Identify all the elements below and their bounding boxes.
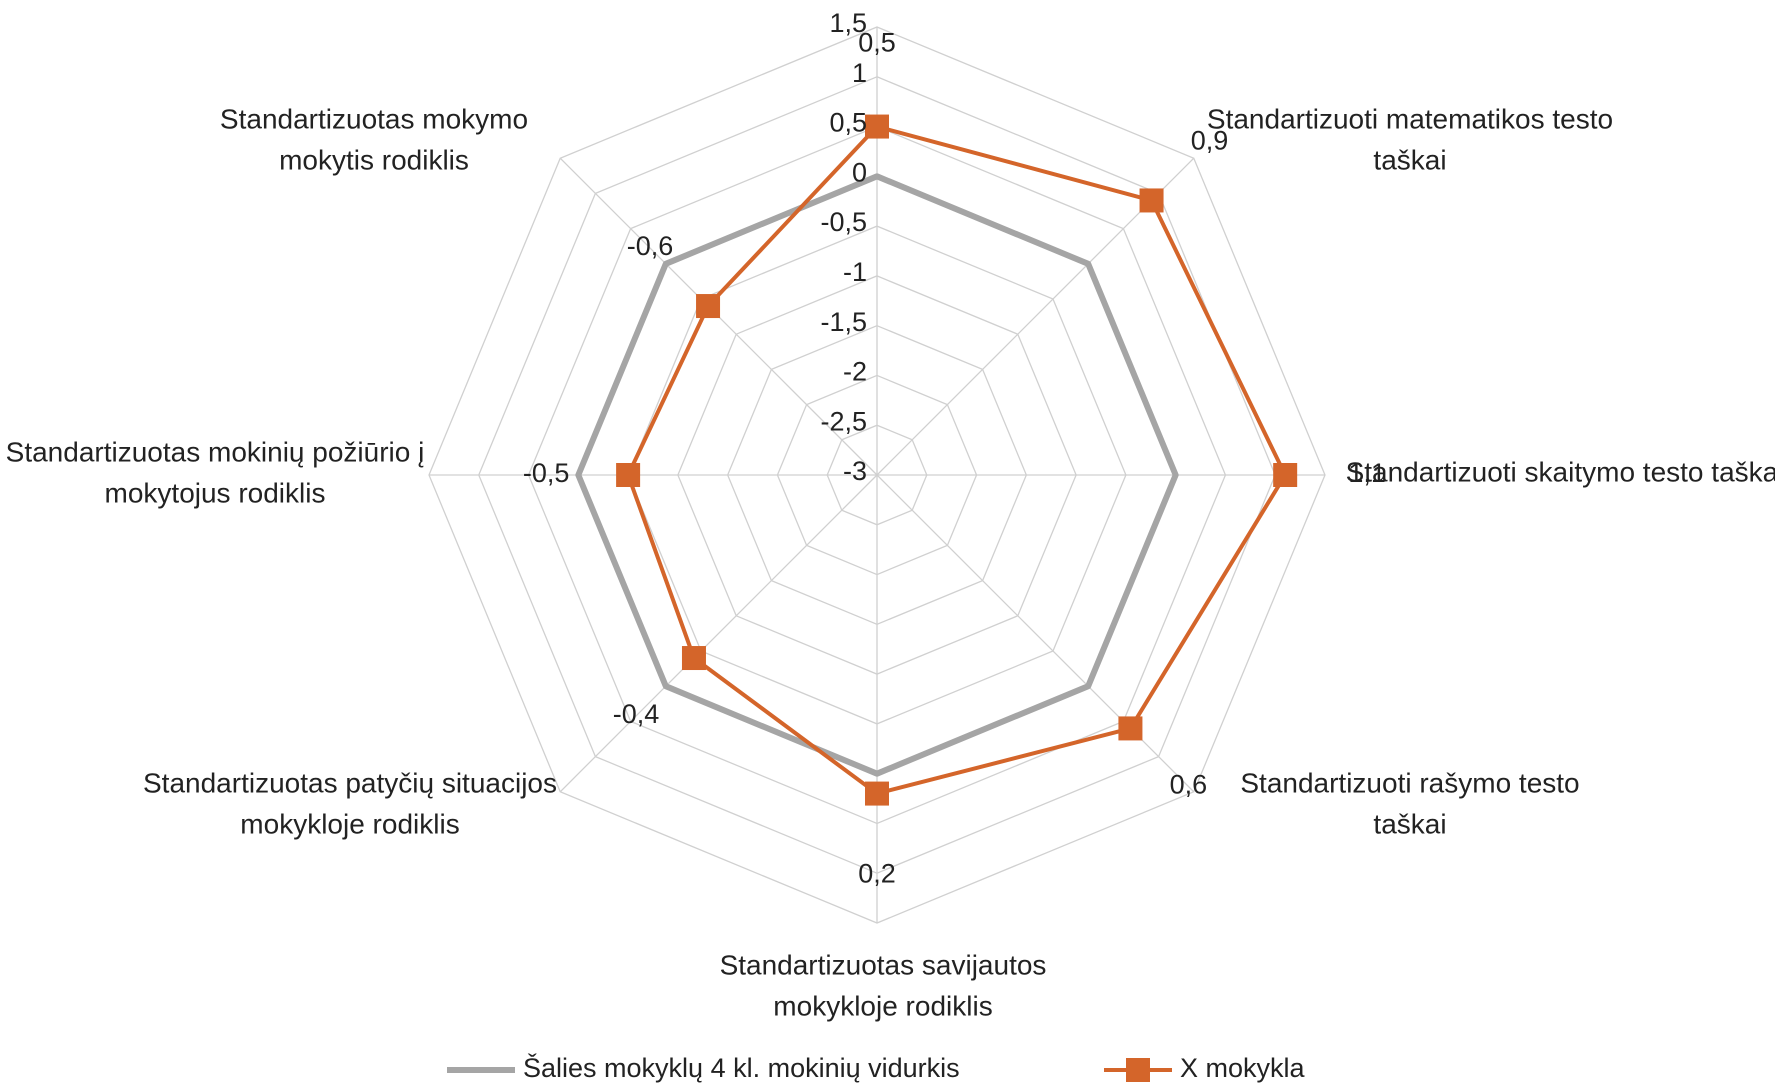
marker [696, 294, 721, 319]
category-label: Standartizuoti rašymo testo taškai [1240, 767, 1580, 839]
marker [865, 781, 889, 806]
data-label: -0,4 [613, 699, 660, 729]
r-tick-label: -1 [843, 257, 867, 287]
r-tick-label: 1 [852, 58, 867, 88]
r-tick-label: -3 [843, 456, 867, 486]
data-label: 0,9 [1191, 126, 1229, 156]
marker [865, 114, 889, 139]
spoke [559, 474, 878, 793]
marker [1139, 188, 1164, 213]
spoke [876, 474, 1195, 793]
category-label: Standartizuotas mokymo mokytis rodiklis [219, 103, 529, 175]
series-line [575, 173, 1179, 777]
category-label: Standartizuotas patyčių situacijos mokyk… [143, 767, 557, 839]
category-label: Standartizuoti matematikos testo taškai [1206, 103, 1614, 175]
r-tick-label: 1,5 [829, 8, 867, 38]
marker [1118, 716, 1143, 741]
data-label: 0,5 [858, 28, 896, 58]
data-label: 0,2 [858, 859, 896, 889]
r-tick-label: -2 [843, 357, 867, 387]
r-tick-label: 0,5 [829, 108, 867, 138]
r-tick-label: 0 [852, 157, 867, 187]
legend-label: Šalies mokyklų 4 kl. mokinių vidurkis [523, 1052, 960, 1083]
r-tick-label: -2,5 [820, 406, 867, 436]
data-label: -0,6 [627, 231, 674, 261]
marker [616, 463, 641, 487]
data-label: 0,6 [1170, 770, 1208, 800]
data-label: 1,1 [1348, 458, 1386, 488]
marker [681, 646, 706, 671]
category-label: Standartizuotas mokinių požiūrio į mokyt… [5, 436, 425, 508]
legend-marker [1126, 1058, 1150, 1082]
marker [1273, 463, 1298, 487]
category-label: Standartizuotas savijautos mokykloje rod… [719, 949, 1047, 1021]
legend-label: X mokykla [1180, 1053, 1306, 1083]
series-line [626, 124, 1288, 796]
data-label: -0,5 [523, 458, 570, 488]
category-label: Standartizuoti skaitymo testo taškai [1345, 456, 1775, 488]
r-tick-label: -1,5 [820, 307, 867, 337]
r-tick-label: -0,5 [820, 207, 867, 237]
